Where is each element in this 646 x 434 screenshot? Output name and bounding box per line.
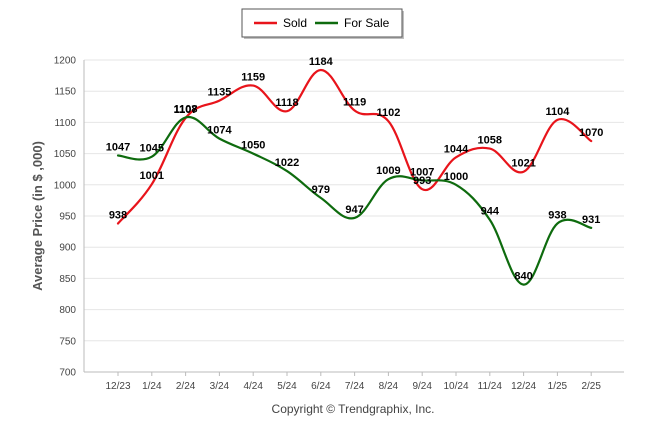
y-tick-label: 750 xyxy=(59,336,76,347)
data-label-for-sale: 1074 xyxy=(207,125,232,137)
y-tick-label: 1200 xyxy=(54,56,77,67)
x-tick-label: 12/23 xyxy=(105,381,130,392)
x-tick-label: 4/24 xyxy=(243,381,263,392)
data-labels: 9381001110711351159111811841119110299310… xyxy=(106,56,604,283)
data-label-sold: 1159 xyxy=(241,72,265,84)
data-label-for-sale: 1108 xyxy=(174,103,198,115)
y-tick-label: 700 xyxy=(59,368,76,379)
data-label-for-sale: 1047 xyxy=(106,141,130,153)
y-tick-label: 1050 xyxy=(54,149,77,160)
data-label-for-sale: 931 xyxy=(582,214,600,226)
grid-lines xyxy=(84,59,624,373)
data-label-sold: 1135 xyxy=(207,87,231,99)
x-tick-label: 5/24 xyxy=(277,381,297,392)
legend-label-sold: Sold xyxy=(283,16,307,30)
series-line-sold xyxy=(116,68,593,225)
data-label-for-sale: 1050 xyxy=(241,140,265,152)
data-label-sold: 938 xyxy=(109,209,127,221)
y-tick-label: 900 xyxy=(59,243,76,254)
data-label-for-sale: 947 xyxy=(345,204,363,216)
x-tick-label: 2/25 xyxy=(581,381,601,392)
data-label-sold: 1044 xyxy=(444,143,469,155)
x-tick-label: 7/24 xyxy=(345,381,365,392)
series-lines xyxy=(116,68,593,286)
data-label-sold: 1001 xyxy=(140,170,164,182)
data-label-sold: 1118 xyxy=(275,97,298,109)
y-axis-title: Average Price (in $ ,000) xyxy=(30,141,45,291)
data-label-sold: 1058 xyxy=(478,135,502,147)
series-line-for-sale xyxy=(116,116,593,286)
x-tick-label: 3/24 xyxy=(210,381,230,392)
y-tick-label: 1100 xyxy=(54,118,76,129)
data-label-sold: 1119 xyxy=(343,97,366,109)
legend-label-for-sale: For Sale xyxy=(344,16,390,30)
x-tick-label: 2/24 xyxy=(176,381,196,392)
y-tick-label: 1150 xyxy=(54,87,76,98)
y-tick-label: 950 xyxy=(59,212,76,223)
y-tick-label: 800 xyxy=(59,305,76,316)
data-label-for-sale: 1022 xyxy=(275,157,299,169)
x-tick-label: 10/24 xyxy=(443,381,468,392)
x-tick-label: 12/24 xyxy=(511,381,536,392)
data-label-for-sale: 840 xyxy=(514,271,532,283)
data-label-for-sale: 1045 xyxy=(140,143,164,155)
data-label-for-sale: 1009 xyxy=(376,165,400,177)
x-tick-label: 8/24 xyxy=(379,381,399,392)
data-label-for-sale: 979 xyxy=(312,184,330,196)
x-tick-label: 1/25 xyxy=(548,381,568,392)
y-tick-label: 850 xyxy=(59,274,76,285)
data-label-sold: 1104 xyxy=(545,106,570,118)
data-label-for-sale: 944 xyxy=(481,206,500,218)
x-tick-label: 1/24 xyxy=(142,381,162,392)
data-label-sold: 1107 xyxy=(174,104,198,116)
x-tick-label: 6/24 xyxy=(311,381,331,392)
y-tick-label: 1000 xyxy=(54,180,77,191)
data-label-sold: 1021 xyxy=(511,158,535,170)
data-label-sold: 1070 xyxy=(579,127,603,139)
data-label-sold: 993 xyxy=(413,175,431,187)
copyright-text: Copyright © Trendgraphix, Inc. xyxy=(272,402,435,416)
legend: Sold For Sale xyxy=(241,8,404,39)
x-tick-label: 9/24 xyxy=(412,381,432,392)
data-label-for-sale: 1007 xyxy=(410,166,434,178)
data-label-for-sale: 1000 xyxy=(444,171,468,183)
x-tick-label: 11/24 xyxy=(478,381,503,392)
axes: 700 750 800 850 900 950 1000 1050 1100 1150 1200 12… xyxy=(54,56,624,392)
data-label-sold: 1102 xyxy=(376,107,400,119)
data-label-sold: 1184 xyxy=(309,56,334,68)
data-label-for-sale: 938 xyxy=(548,209,566,221)
